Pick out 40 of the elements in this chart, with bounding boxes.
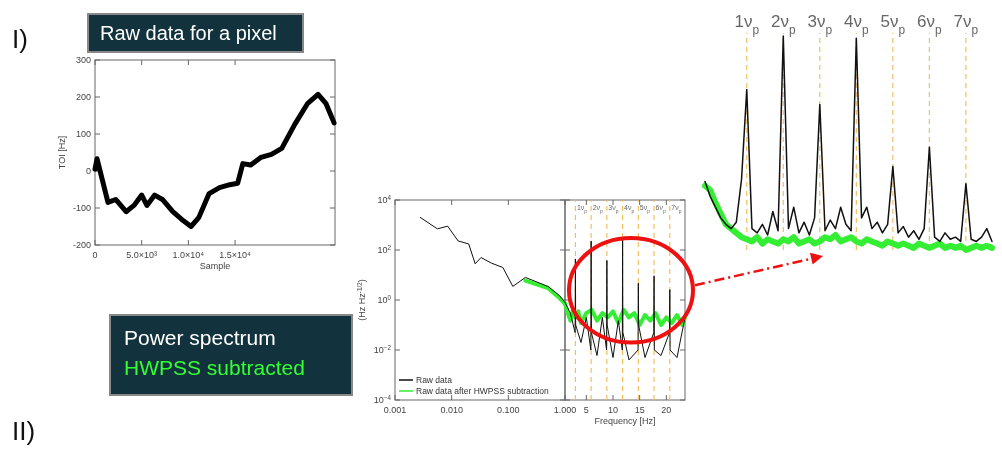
x-tick-label: 5.0×10³ [126, 250, 158, 260]
y-axis-title: TOI [Hz] [57, 135, 67, 170]
y-tick-label: -100 [72, 203, 91, 213]
y-tick-label: -200 [72, 240, 91, 250]
text: Power spectrum [124, 326, 276, 349]
x-tick-label: 1ν$_{p}$ [734, 12, 760, 37]
x-tick-label: 0.100 [497, 405, 520, 415]
x-axis-title: Frequency [Hz] [594, 416, 656, 426]
x-tick-label: 1.0×10⁴ [172, 250, 205, 260]
x-tick-label: 2ν$_{p}$ [770, 12, 796, 37]
x-tick-label: 1.5×10⁴ [219, 250, 252, 260]
x-tick-label: 20 [661, 405, 672, 415]
y-tick-label: 100 [75, 129, 91, 139]
x-tick-label: 6ν$_{p}$ [917, 12, 943, 37]
y-tick-label: 10$^{4}$ [377, 193, 392, 205]
x-tick-label: 7ν$_{p}$ [953, 12, 979, 37]
x-tick-label: 1.000 [553, 405, 577, 415]
text: HWPSS subtracted [124, 356, 305, 379]
x-tick-label: 0.010 [440, 405, 463, 415]
legend-label: Raw data [416, 375, 453, 385]
y-tick-label: 10$^{−2}$ [373, 343, 392, 355]
y-tick-label: 200 [75, 92, 91, 102]
x-tick-label: 0.001 [383, 405, 407, 415]
legend-label: Raw data after HWPSS subtraction [416, 386, 550, 396]
x-axis-title: Sample [199, 261, 231, 271]
text: I) [12, 24, 28, 54]
x-tick-label: 4ν$_{p}$ [844, 12, 869, 37]
x-tick-label: 10 [607, 405, 619, 415]
x-tick-label: 5ν$_{p}$ [880, 12, 906, 37]
y-tick-label: 10$^{0}$ [377, 293, 392, 305]
x-tick-label: 3ν$_{p}$ [807, 12, 833, 37]
y-tick-label: 0 [85, 166, 91, 176]
chart-title: Raw data for a pixel [100, 22, 277, 44]
y-tick-label: 10$^{2}$ [377, 243, 392, 255]
x-tick-label: 5 [583, 405, 589, 415]
x-tick-label: 15 [634, 405, 645, 415]
x-tick-label: 0 [92, 250, 98, 260]
y-tick-label: 10$^{−4}$ [373, 393, 392, 405]
y-tick-label: 300 [75, 55, 91, 65]
text: II) [12, 416, 36, 446]
